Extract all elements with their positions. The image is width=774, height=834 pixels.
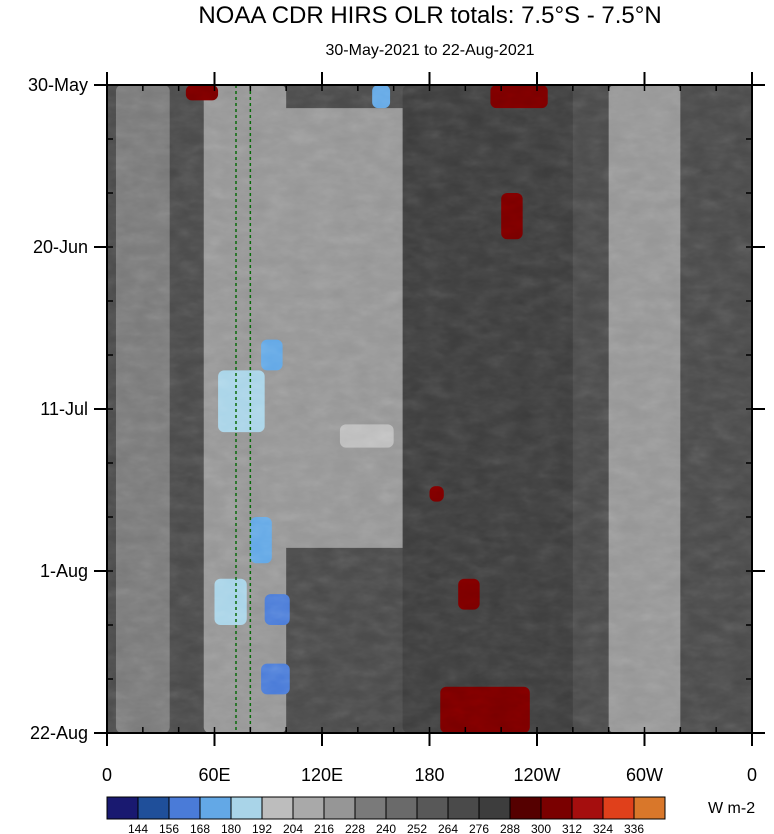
units-label: W m-2 — [708, 800, 755, 817]
x-tick-label: 0 — [102, 765, 112, 785]
y-tick-label: 1-Aug — [40, 561, 88, 581]
colorbar-swatch — [199, 796, 232, 820]
colorbar-swatch — [106, 796, 139, 820]
colorbar-swatch — [323, 796, 356, 820]
y-tick-label: 20-Jun — [33, 237, 88, 257]
colorbar-label: 216 — [314, 822, 334, 834]
colorbar-label: 276 — [469, 822, 489, 834]
colorbar-label: 336 — [624, 822, 644, 834]
x-tick-label: 180 — [414, 765, 444, 785]
colorbar-swatch — [168, 796, 201, 820]
colorbar-label: 180 — [221, 822, 241, 834]
colorbar-label: 204 — [283, 822, 303, 834]
colorbar-label: 192 — [252, 822, 272, 834]
colorbar-label: 240 — [376, 822, 396, 834]
colorbar-swatch — [137, 796, 170, 820]
colorbar-label: 300 — [531, 822, 551, 834]
colorbar-label: 252 — [407, 822, 427, 834]
x-tick-label: 60W — [626, 765, 663, 785]
colorbar-label: 144 — [128, 822, 148, 834]
colorbar-swatch — [354, 796, 387, 820]
x-tick-label: 120E — [301, 765, 343, 785]
colorbar-swatch — [478, 796, 511, 820]
texture-overlay — [107, 85, 752, 733]
x-tick-label: 120W — [513, 765, 560, 785]
chart-subtitle: 30-May-2021 to 22-Aug-2021 — [325, 42, 535, 59]
x-axis: 0 60E 120E 180 120W 60W 0 — [102, 72, 757, 785]
x-tick-label: 60E — [198, 765, 230, 785]
colorbar-label: 312 — [562, 822, 582, 834]
y-axis: 30-May 20-Jun 11-Jul 1-Aug 22-Aug — [28, 75, 765, 743]
colorbar-label: 288 — [500, 822, 520, 834]
colorbar-swatch — [633, 796, 666, 820]
chart-title: NOAA CDR HIRS OLR totals: 7.5°S - 7.5°N — [198, 2, 662, 29]
colorbar-label: 168 — [190, 822, 210, 834]
colorbar-swatch — [571, 796, 604, 820]
colorbar-swatch — [416, 796, 449, 820]
colorbar: 144 156 168 180 192 204 216 228 240 252 264 276 288 3… — [106, 796, 666, 834]
colorbar-swatch — [602, 796, 635, 820]
colorbar-label: 264 — [438, 822, 458, 834]
y-tick-label: 11-Jul — [40, 399, 88, 419]
colorbar-swatch — [509, 796, 542, 820]
colorbar-swatch — [230, 796, 263, 820]
colorbar-label: 228 — [345, 822, 365, 834]
y-tick-label: 30-May — [28, 75, 88, 95]
reference-lines — [235, 85, 252, 733]
colorbar-swatch — [447, 796, 480, 820]
colorbar-swatch — [292, 796, 325, 820]
colorbar-label: 324 — [593, 822, 613, 834]
colorbar-swatch — [261, 796, 294, 820]
colorbar-label: 156 — [159, 822, 179, 834]
x-tick-label: 0 — [747, 765, 757, 785]
colorbar-swatch — [540, 796, 573, 820]
colorbar-swatch — [385, 796, 418, 820]
y-tick-label: 22-Aug — [30, 723, 88, 743]
